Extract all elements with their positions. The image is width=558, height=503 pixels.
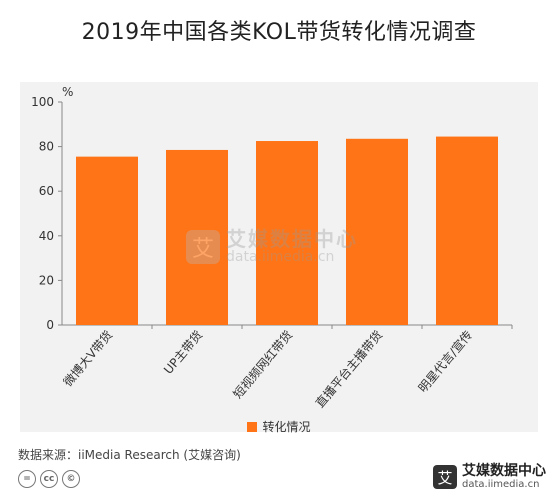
y-unit-label: % [62,85,73,99]
y-tick-label: 20 [39,273,54,287]
y-tick-label: 80 [39,140,54,154]
legend: 转化情况 [0,418,558,435]
brand-name: 艾媒数据中心 [462,463,546,479]
license-icons: = cc © [18,470,80,488]
legend-swatch [247,421,258,432]
bar [76,156,138,325]
source-note: 数据来源：iiMedia Research (艾媒咨询) [18,448,241,462]
chart-title: 2019年中国各类KOL带货转化情况调查 [81,20,477,45]
cc-license-icon: cc [40,470,58,488]
bar [166,149,228,325]
x-tick-label: UP主带货 [160,327,205,377]
x-tick-label: 短视频网红带货 [230,327,295,401]
nd-license-icon: = [18,470,36,488]
y-tick-label: 100 [31,95,54,109]
bar [256,141,318,325]
footer-brand: 艾 艾媒数据中心 data.iimedia.cn [433,463,546,491]
y-tick-label: 60 [39,184,54,198]
copyright-icon: © [62,470,80,488]
y-tick-label: 40 [39,229,54,243]
watermark: 艾 艾媒数据中心 data.iimedia.cn [186,228,358,265]
brand-logo-icon: 艾 [433,465,457,490]
x-tick-label: 直播平台主播带货 [312,327,385,410]
legend-label: 转化情况 [262,420,311,434]
watermark-logo-icon: 艾 [186,229,220,264]
x-tick-label: 微博大V带货 [60,327,115,389]
bar [346,138,408,325]
bar [436,136,498,325]
brand-url: data.iimedia.cn [462,479,540,491]
x-tick-label: 明星代言/宣传 [415,327,475,395]
watermark-url: data.iimedia.cn [226,249,335,265]
watermark-brand: 艾媒数据中心 [226,227,358,251]
y-tick-label: 0 [46,318,54,332]
